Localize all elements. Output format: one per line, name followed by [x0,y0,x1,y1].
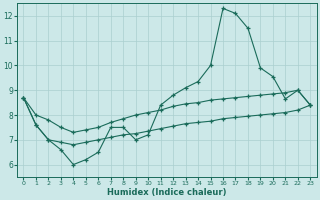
X-axis label: Humidex (Indice chaleur): Humidex (Indice chaleur) [107,188,227,197]
